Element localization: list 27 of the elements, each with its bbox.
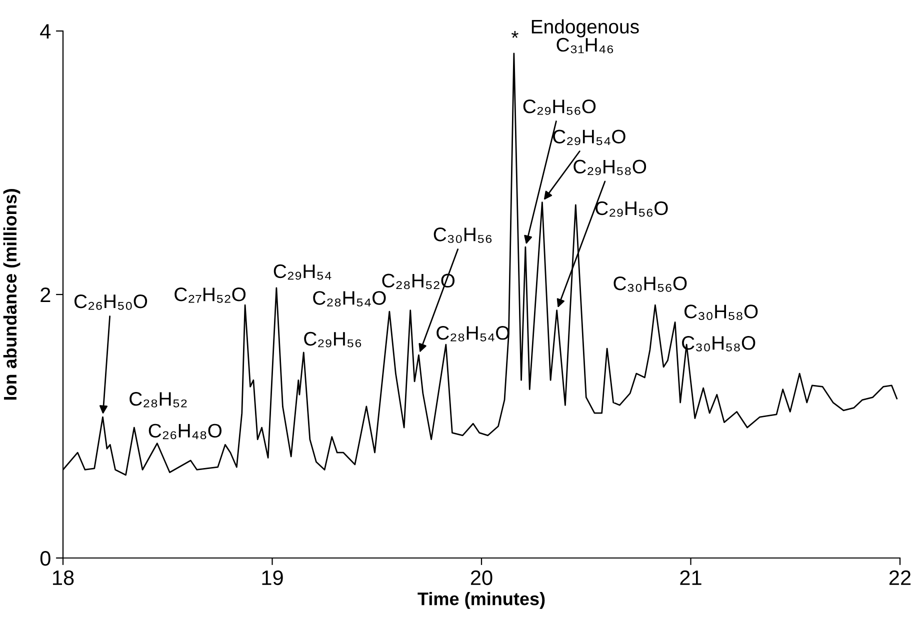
annotation: C₃₀H₅₆O <box>614 276 687 292</box>
y-axis-title: Ion abundance (millions) <box>3 189 20 400</box>
annotation: C₂₉H₅₆ <box>304 332 362 348</box>
annotation: C₂₉H₅₄ <box>274 264 332 280</box>
x-tick-label: 22 <box>889 570 911 585</box>
x-tick-label: 20 <box>470 570 492 586</box>
annotation: C₂₇H₅₂O <box>174 287 246 303</box>
annotation: C₃₀H₅₈O <box>684 304 758 320</box>
annotation: * <box>511 31 518 38</box>
annotation: C₂₆H₅₀O <box>74 294 148 310</box>
annotation: C₂₉H₅₈O <box>574 160 646 176</box>
y-tick-label: 0 <box>40 551 50 566</box>
annotation: C₂₈H₅₂ <box>130 392 187 408</box>
annotation: C₃₀H₅₆ <box>434 228 492 243</box>
y-tick-label: 2 <box>40 288 50 302</box>
annotation: C₂₉H₅₆O <box>523 100 596 115</box>
annotation: C₃₀H₅₈O <box>682 336 756 352</box>
annotation: Endogenous C₃₁H₄₆ <box>532 19 639 54</box>
annotation: C₂₈H₅₄O <box>313 291 386 306</box>
x-tick-label: 18 <box>53 570 74 586</box>
y-tick-label: 4 <box>40 24 51 39</box>
x-tick-label: 21 <box>680 570 702 585</box>
annotation: C₂₉H₅₄O <box>553 130 626 146</box>
x-tick-label: 19 <box>262 570 283 586</box>
annotation: C₂₉H₅₆O <box>596 201 668 217</box>
x-axis-title: Time (minutes) <box>418 592 545 609</box>
annotation: C₂₆H₄₈O <box>148 424 222 440</box>
